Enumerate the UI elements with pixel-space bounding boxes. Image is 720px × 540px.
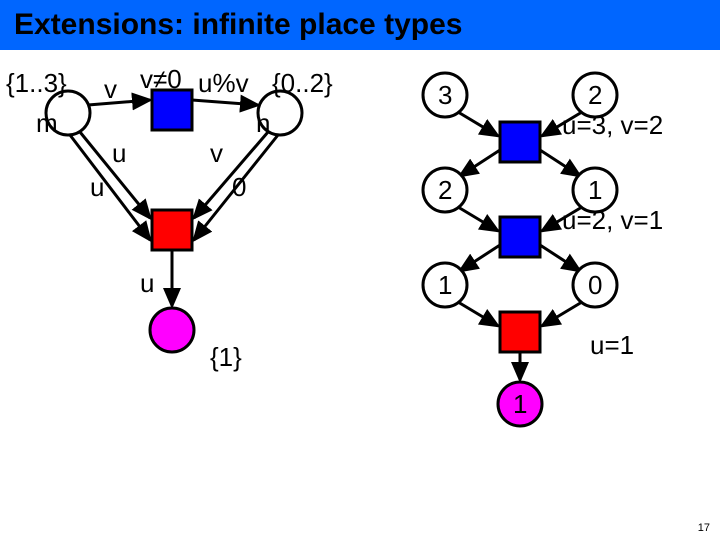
r-anno-1: u=2, v=1 bbox=[562, 205, 663, 236]
transition-blue bbox=[152, 90, 192, 130]
label-arc-u-lower: u bbox=[90, 172, 104, 203]
label-one-set: {1} bbox=[210, 342, 242, 373]
label-right-domain: {0..2} bbox=[272, 68, 333, 99]
arc-m-to-blue bbox=[88, 100, 150, 105]
r-arc-l0-out bbox=[460, 150, 500, 176]
diagram-stage: {1..3} {0..2} m n v v≠0 u%v u u v 0 u {1… bbox=[0, 50, 720, 540]
label-guard: v≠0 bbox=[140, 64, 182, 95]
r-final-num: 1 bbox=[513, 389, 527, 420]
place-pink bbox=[150, 308, 194, 352]
r-num-r0: 2 bbox=[588, 80, 602, 111]
r-trans-2 bbox=[500, 312, 540, 352]
transition-red bbox=[152, 210, 192, 250]
label-arc-zero: 0 bbox=[232, 172, 246, 203]
label-arc-u-upper: u bbox=[112, 138, 126, 169]
arc-n-to-red-upper bbox=[194, 132, 268, 218]
r-trans-1 bbox=[500, 217, 540, 257]
label-arc-u-down: u bbox=[140, 268, 154, 299]
label-arc-umodv: u%v bbox=[198, 68, 249, 99]
title-bar: Extensions: infinite place types bbox=[0, 0, 720, 50]
r-num-l0: 3 bbox=[438, 80, 452, 111]
label-arc-v-r: v bbox=[210, 138, 223, 169]
arc-blue-to-n bbox=[192, 100, 258, 105]
label-arc-v: v bbox=[104, 74, 117, 105]
page-title: Extensions: infinite place types bbox=[14, 8, 462, 42]
r-num-l2: 1 bbox=[438, 270, 452, 301]
label-left-domain: {1..3} bbox=[6, 68, 67, 99]
r-arc-r2-in bbox=[542, 302, 582, 326]
r-num-r1: 1 bbox=[588, 175, 602, 206]
page-number: 17 bbox=[698, 522, 710, 534]
r-trans-0 bbox=[500, 122, 540, 162]
label-m: m bbox=[36, 108, 58, 139]
label-n: n bbox=[256, 108, 270, 139]
arc-m-to-red-lower bbox=[70, 135, 150, 240]
r-arc-l2-in bbox=[458, 302, 498, 326]
r-num-r2: 0 bbox=[588, 270, 602, 301]
r-arc-l0-in bbox=[458, 112, 498, 136]
r-num-l1: 2 bbox=[438, 175, 452, 206]
r-arc-l1-in bbox=[458, 207, 498, 231]
r-arc-l1-out bbox=[460, 245, 500, 271]
r-arc-r0-out bbox=[540, 150, 580, 176]
r-arc-r1-out bbox=[540, 245, 580, 271]
r-anno-2: u=1 bbox=[590, 330, 634, 361]
r-anno-0: u=3, v=2 bbox=[562, 110, 663, 141]
